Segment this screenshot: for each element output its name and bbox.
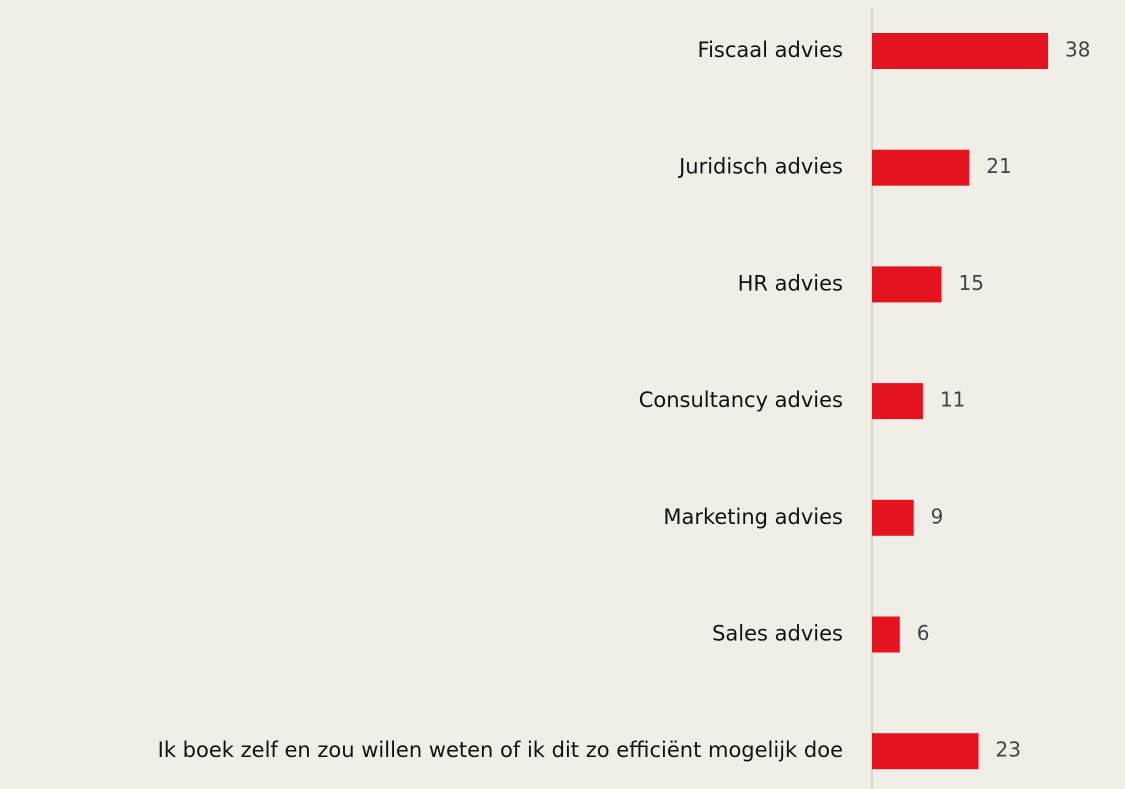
category-label: Fiscaal advies	[698, 38, 843, 62]
value-label: 15	[958, 271, 983, 295]
value-label: 21	[986, 154, 1011, 178]
category-label: Ik boek zelf en zou willen weten of ik d…	[158, 738, 843, 762]
category-label: Marketing advies	[663, 505, 843, 529]
category-label: Juridisch advies	[677, 155, 843, 179]
value-label: 11	[940, 388, 965, 412]
bar	[872, 266, 942, 303]
value-label: 6	[917, 621, 930, 645]
category-label: HR advies	[738, 271, 843, 295]
bar	[872, 616, 900, 653]
bar	[872, 33, 1048, 69]
category-label: Consultancy advies	[639, 388, 843, 412]
bar	[872, 383, 923, 420]
bar	[872, 733, 979, 770]
bar	[872, 149, 970, 186]
value-label: 38	[1065, 38, 1090, 62]
category-label: Sales advies	[712, 622, 843, 646]
value-label: 23	[996, 738, 1021, 762]
bar	[872, 499, 914, 536]
value-label: 9	[931, 504, 944, 528]
